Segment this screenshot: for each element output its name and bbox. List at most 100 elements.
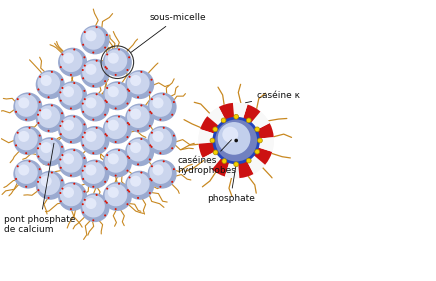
Circle shape — [130, 75, 141, 86]
Circle shape — [39, 176, 41, 178]
Circle shape — [59, 158, 61, 160]
Circle shape — [70, 141, 72, 143]
Circle shape — [70, 107, 72, 110]
Circle shape — [127, 72, 150, 94]
Circle shape — [61, 87, 64, 89]
Circle shape — [128, 123, 130, 125]
Circle shape — [63, 86, 74, 97]
Circle shape — [92, 51, 94, 54]
Circle shape — [37, 173, 60, 195]
Circle shape — [82, 27, 105, 50]
Circle shape — [60, 167, 62, 169]
Circle shape — [105, 133, 106, 135]
Circle shape — [137, 130, 139, 132]
Circle shape — [125, 70, 154, 99]
Circle shape — [105, 200, 106, 202]
Circle shape — [103, 182, 132, 211]
Circle shape — [59, 192, 61, 194]
Circle shape — [106, 135, 108, 137]
Circle shape — [212, 117, 260, 164]
Circle shape — [80, 126, 109, 155]
Circle shape — [39, 109, 41, 111]
Circle shape — [84, 31, 86, 33]
Circle shape — [82, 203, 84, 205]
Circle shape — [82, 178, 84, 180]
Circle shape — [171, 181, 173, 183]
Circle shape — [104, 214, 106, 216]
Circle shape — [147, 92, 177, 121]
Circle shape — [51, 138, 53, 140]
Circle shape — [140, 138, 143, 140]
Circle shape — [36, 171, 65, 200]
Circle shape — [61, 112, 63, 114]
Circle shape — [60, 100, 62, 102]
Circle shape — [61, 121, 64, 123]
Circle shape — [129, 176, 130, 178]
Circle shape — [48, 96, 50, 98]
Circle shape — [95, 60, 98, 62]
Circle shape — [61, 53, 64, 55]
Circle shape — [128, 90, 130, 92]
Circle shape — [95, 26, 98, 28]
Circle shape — [85, 164, 96, 176]
Circle shape — [60, 200, 62, 202]
Circle shape — [106, 53, 108, 55]
Circle shape — [17, 165, 19, 167]
Circle shape — [258, 138, 262, 143]
Circle shape — [70, 74, 72, 76]
Circle shape — [80, 160, 109, 189]
Circle shape — [14, 126, 42, 155]
Circle shape — [218, 122, 250, 155]
Circle shape — [61, 188, 64, 190]
Circle shape — [222, 127, 238, 142]
Circle shape — [61, 154, 64, 156]
Circle shape — [41, 108, 52, 120]
Circle shape — [73, 149, 75, 151]
Circle shape — [118, 49, 120, 51]
Circle shape — [82, 170, 84, 172]
Circle shape — [82, 212, 84, 214]
Circle shape — [15, 94, 38, 117]
Circle shape — [61, 79, 63, 81]
Text: caséine κ: caséine κ — [245, 91, 300, 103]
Circle shape — [150, 112, 153, 114]
Circle shape — [150, 146, 153, 148]
Circle shape — [151, 132, 153, 134]
Circle shape — [70, 208, 72, 210]
Circle shape — [106, 121, 108, 123]
Circle shape — [105, 167, 106, 169]
Circle shape — [51, 171, 53, 174]
Circle shape — [83, 157, 85, 159]
Circle shape — [18, 131, 29, 142]
Circle shape — [108, 120, 119, 131]
Circle shape — [48, 163, 50, 166]
Circle shape — [82, 44, 84, 46]
Circle shape — [149, 125, 151, 127]
Circle shape — [80, 25, 109, 55]
Circle shape — [115, 175, 117, 176]
Circle shape — [103, 148, 132, 177]
Wedge shape — [198, 142, 216, 158]
Circle shape — [63, 120, 74, 131]
Circle shape — [149, 178, 151, 180]
Circle shape — [106, 101, 108, 103]
Circle shape — [210, 138, 215, 143]
Circle shape — [128, 157, 130, 159]
Circle shape — [105, 183, 127, 206]
Circle shape — [118, 82, 120, 84]
Circle shape — [150, 79, 153, 81]
Circle shape — [60, 133, 62, 135]
Circle shape — [92, 152, 94, 154]
Circle shape — [82, 195, 105, 217]
Circle shape — [137, 197, 139, 199]
Circle shape — [95, 93, 98, 95]
Wedge shape — [203, 151, 222, 169]
Circle shape — [58, 148, 87, 177]
Circle shape — [103, 115, 132, 144]
Circle shape — [126, 203, 129, 205]
Circle shape — [173, 101, 175, 103]
Circle shape — [73, 115, 75, 118]
Circle shape — [128, 191, 130, 192]
Circle shape — [106, 202, 108, 204]
Circle shape — [104, 147, 106, 149]
